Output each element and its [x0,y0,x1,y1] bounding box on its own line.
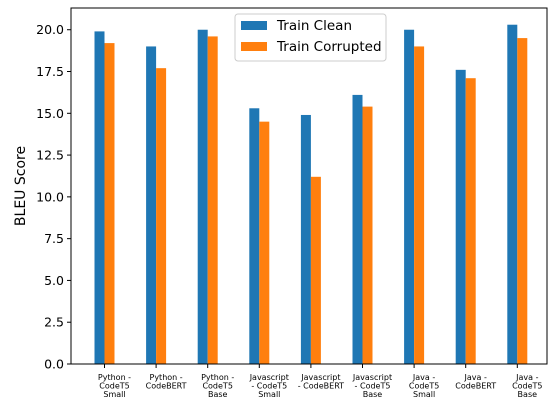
x-tick-label: CodeT5 [409,382,439,391]
bar [352,94,363,364]
y-tick-label: 15.0 [36,106,64,121]
x-tick-label: Base [208,390,228,398]
bar [455,69,466,364]
legend-swatch [241,21,267,30]
x-tick-label: CodeBERT [146,382,187,391]
x-tick-label: - CodeT5 [251,382,287,391]
y-tick-label: 17.5 [36,64,64,79]
bar [197,29,208,365]
bars-group [94,24,528,365]
bar [507,24,518,364]
x-tick-label: - CodeT5 [355,382,391,391]
bar [465,78,476,365]
x-tick-label: Javascript [300,373,340,382]
y-tick-label: 0.0 [44,357,64,372]
x-tick-label: Java - [412,373,435,382]
x-tick-label: Small [258,390,280,398]
bar [146,46,157,364]
x-tick-label: CodeT5 [512,382,542,391]
legend-label: Train Clean [276,18,352,34]
bar [300,114,311,364]
x-tick-label: Small [103,390,125,398]
x-tick-label: Base [363,390,383,398]
legend-label: Train Corrupted [276,39,382,55]
bar [156,68,167,365]
x-tick-label: Python - [98,373,131,382]
x-tick-label: Small [413,390,435,398]
y-tick-label: 10.0 [36,189,64,204]
x-tick-label: Javascript [249,373,289,382]
bar [310,176,321,364]
x-tick-label: Java - [464,373,487,382]
y-tick-label: 7.5 [44,231,64,246]
bar [104,43,115,364]
bar [404,29,415,365]
x-tick-label: Javascript [352,373,392,382]
legend-box [234,13,387,62]
axes-group: 0.0 2.5 5.0 7.5 10.0 12.5 15.0 17.5 20.0 Python -… [36,7,548,398]
y-tick-label: 12.5 [36,148,64,163]
bar [414,46,425,364]
x-tick-label: - CodeBERT [298,382,344,391]
y-tick-label: 20.0 [36,22,64,37]
bar [362,106,373,365]
legend-swatch [241,42,267,51]
bar [249,108,260,364]
x-tick-label: CodeBERT [455,382,496,391]
bar [94,31,105,365]
x-tick-label: CodeT5 [99,382,129,391]
bar [517,38,528,365]
y-tick-label: 5.0 [44,273,64,288]
y-axis-title: BLEU Score [13,146,29,226]
bar [207,36,218,364]
x-tick-label: CodeT5 [202,382,232,391]
legend: Train Clean Train Corrupted [234,13,387,62]
x-tick-label: Base [518,390,538,398]
plot-frame [70,7,548,365]
x-tick-label: Python - [201,373,234,382]
bar [259,121,270,364]
y-tick-label: 2.5 [44,315,64,330]
x-tick-label: Java - [515,373,538,382]
x-tick-label: Python - [150,373,183,382]
